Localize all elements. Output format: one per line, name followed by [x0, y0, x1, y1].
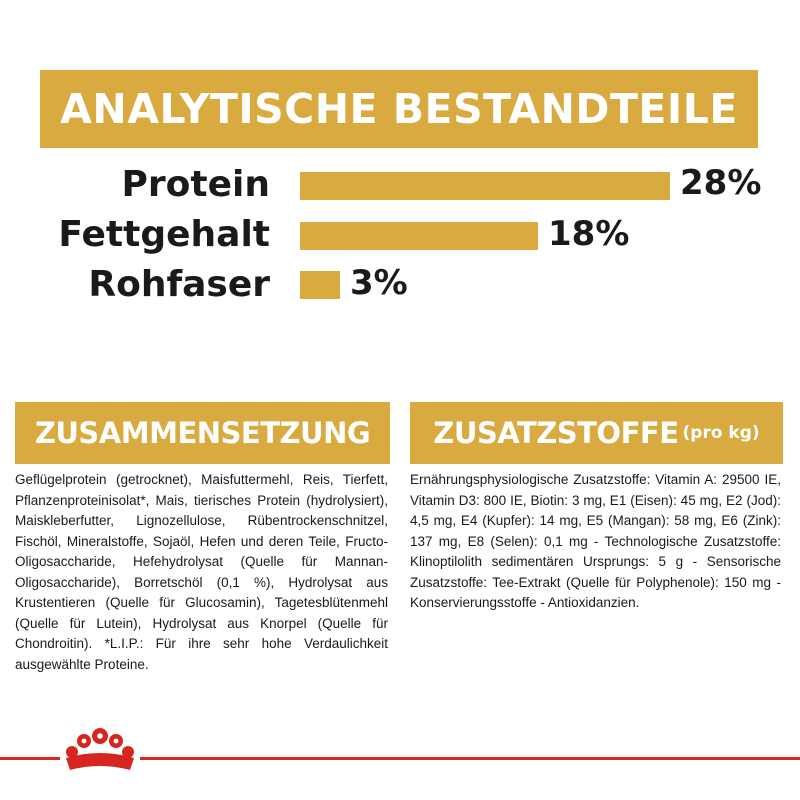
composition-header: ZUSAMMENSETZUNG: [15, 402, 390, 464]
composition-text: Geflügelprotein (getrocknet), Maisfutter…: [15, 472, 388, 672]
bar-value-protein: 28%: [680, 163, 762, 203]
footer-line-right: [140, 757, 800, 760]
footer-line-left: [0, 757, 60, 760]
bar-rohfaser: [300, 271, 340, 299]
analysis-banner: ANALYTISCHE BESTANDTEILE: [40, 70, 758, 148]
bar-label-protein: Protein: [121, 164, 270, 205]
additives-title-suffix: (pro kg): [682, 423, 760, 443]
royal-canin-crown-icon: [66, 728, 134, 770]
bar-fettgehalt: [300, 222, 538, 250]
composition-title: ZUSAMMENSETZUNG: [34, 416, 371, 450]
additives-title: ZUSATZSTOFFE: [433, 416, 679, 450]
bar-protein: [300, 172, 670, 200]
bar-value-fettgehalt: 18%: [548, 214, 630, 254]
bar-label-rohfaser: Rohfaser: [88, 264, 270, 305]
additives-text: Ernährungsphysiologische Zusatzstoffe: V…: [410, 472, 781, 610]
bar-label-fettgehalt: Fettgehalt: [58, 214, 270, 255]
additives-header: ZUSATZSTOFFE (pro kg): [410, 402, 783, 464]
bar-value-rohfaser: 3%: [350, 263, 408, 303]
banner-title: ANALYTISCHE BESTANDTEILE: [60, 85, 738, 133]
